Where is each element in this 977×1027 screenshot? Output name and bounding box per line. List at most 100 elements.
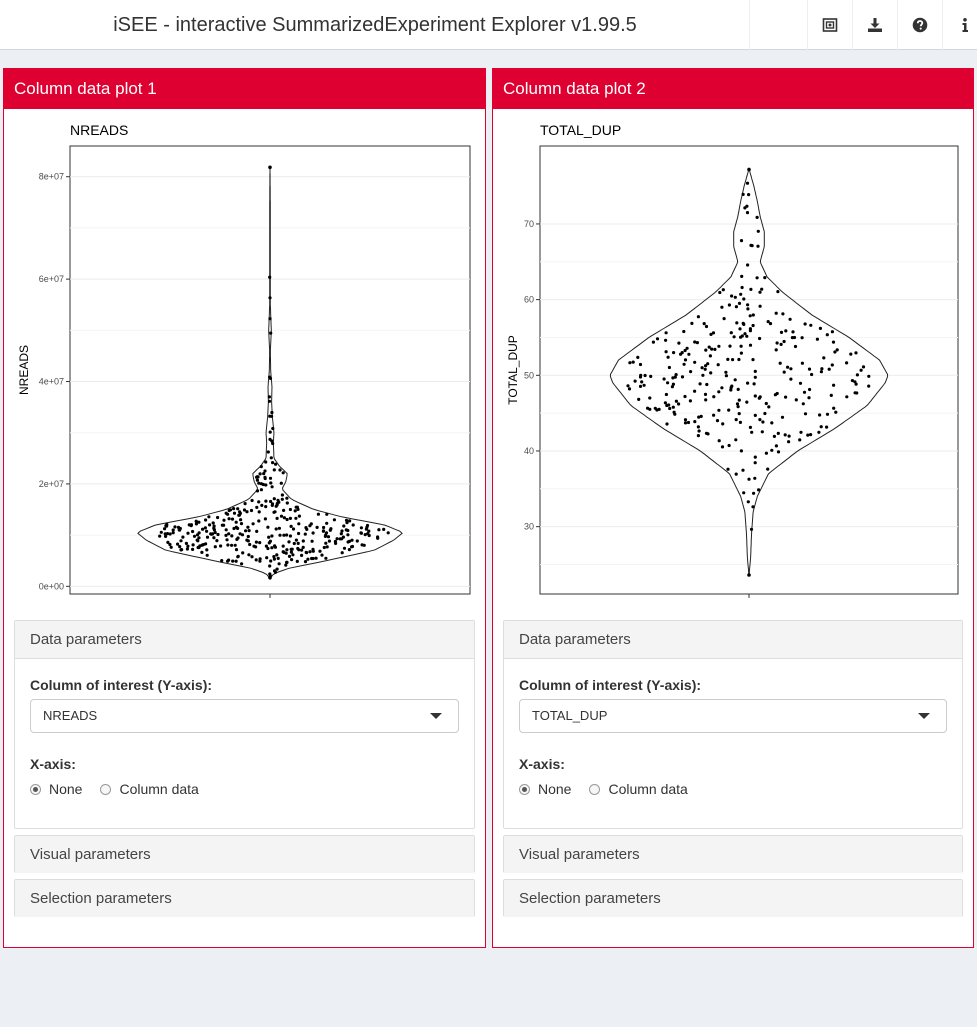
- data-point: [268, 275, 272, 279]
- data-point: [197, 520, 201, 524]
- column-of-interest-select[interactable]: TOTAL_DUP: [519, 699, 947, 733]
- selection-parameters-box: Selection parameters: [503, 879, 963, 917]
- select-value: NREADS: [43, 708, 98, 723]
- download-icon: [867, 18, 882, 32]
- data-point: [350, 538, 354, 542]
- data-point: [184, 541, 188, 545]
- data-point: [238, 511, 242, 515]
- data-point: [272, 555, 276, 559]
- data-point: [822, 356, 826, 360]
- data-point: [751, 505, 755, 509]
- data-point: [213, 545, 217, 549]
- data-point: [289, 550, 293, 554]
- data-point: [776, 290, 780, 294]
- data-point: [227, 517, 231, 521]
- data-point: [741, 192, 745, 196]
- data-point: [739, 292, 743, 296]
- data-point: [310, 539, 314, 543]
- data-point: [784, 329, 788, 333]
- data-point: [849, 352, 853, 356]
- data-point: [741, 468, 745, 472]
- violin-plot-nreads[interactable]: 0e+00 2e+07 4e+07 6e+07 8e+07 NREADS NREADS: [4, 110, 485, 630]
- data-point: [268, 296, 272, 300]
- data-point: [205, 535, 210, 539]
- data-point: [195, 538, 199, 542]
- data-point: [709, 371, 713, 375]
- data-point: [194, 519, 198, 523]
- data-point: [704, 364, 708, 368]
- data-point: [743, 332, 747, 336]
- data-point: [355, 539, 359, 543]
- data-point: [739, 344, 743, 348]
- data-point: [213, 530, 217, 535]
- download-button[interactable]: [852, 0, 896, 50]
- data-point: [664, 331, 668, 335]
- data-point: [287, 540, 291, 544]
- data-point: [739, 335, 743, 339]
- visual-parameters-header[interactable]: Visual parameters: [15, 836, 474, 873]
- data-point: [310, 556, 314, 561]
- selection-parameters-header[interactable]: Selection parameters: [15, 880, 474, 917]
- data-point: [382, 527, 386, 531]
- screenshot-button[interactable]: [807, 0, 851, 50]
- radio-column-data[interactable]: [589, 783, 601, 795]
- violin-plot-total-dup[interactable]: 30 40 50 60 70 TOTAL_DUP TOTAL_DUP: [493, 110, 973, 630]
- data-point: [677, 402, 681, 406]
- data-point: [708, 354, 712, 358]
- data-point: [806, 433, 810, 437]
- data-point: [282, 508, 286, 512]
- data-parameters-header[interactable]: Data parameters: [15, 621, 474, 659]
- data-point: [750, 244, 754, 248]
- data-point: [340, 537, 344, 541]
- data-point: [205, 529, 209, 533]
- data-point: [278, 533, 282, 537]
- y-tick-label: 70: [524, 219, 534, 229]
- data-point: [677, 341, 681, 345]
- data-point: [799, 430, 803, 434]
- help-button[interactable]: [897, 0, 941, 50]
- selection-parameters-header[interactable]: Selection parameters: [504, 880, 962, 917]
- data-point: [825, 412, 830, 416]
- data-point: [216, 532, 220, 537]
- data-point: [758, 418, 762, 422]
- radio-none-label: None: [538, 781, 572, 797]
- data-point: [683, 358, 688, 362]
- data-point: [232, 511, 237, 515]
- data-point: [753, 394, 757, 398]
- data-point: [703, 367, 707, 371]
- data-point: [782, 339, 786, 344]
- info-icon: [962, 18, 968, 32]
- data-point: [690, 321, 694, 325]
- data-point: [268, 576, 272, 580]
- data-point: [168, 532, 172, 536]
- data-point: [263, 469, 267, 473]
- data-point: [798, 438, 802, 442]
- radio-none[interactable]: [519, 783, 530, 795]
- data-point: [268, 476, 273, 480]
- data-point: [266, 450, 270, 454]
- data-point: [320, 553, 324, 557]
- radio-none[interactable]: [30, 783, 41, 795]
- app-title: iSEE - interactive SummarizedExperiment …: [113, 14, 637, 36]
- data-parameters-header[interactable]: Data parameters: [504, 621, 962, 659]
- data-point: [256, 475, 260, 479]
- data-point: [267, 399, 272, 403]
- data-point: [827, 367, 831, 371]
- data-point: [680, 351, 684, 355]
- column-of-interest-select[interactable]: NREADS: [30, 699, 459, 733]
- data-point: [704, 324, 709, 329]
- data-point: [289, 524, 293, 528]
- visual-parameters-header[interactable]: Visual parameters: [504, 836, 962, 873]
- data-point: [285, 560, 289, 564]
- radio-column-data[interactable]: [100, 783, 112, 795]
- data-point: [300, 553, 304, 557]
- data-point: [171, 528, 175, 532]
- info-button[interactable]: [942, 0, 977, 50]
- data-point: [270, 546, 274, 550]
- data-point: [736, 387, 740, 391]
- data-point: [633, 379, 637, 383]
- data-point: [212, 536, 216, 540]
- y-tick-label: 50: [524, 370, 534, 380]
- data-point: [764, 451, 768, 455]
- data-point: [700, 366, 704, 370]
